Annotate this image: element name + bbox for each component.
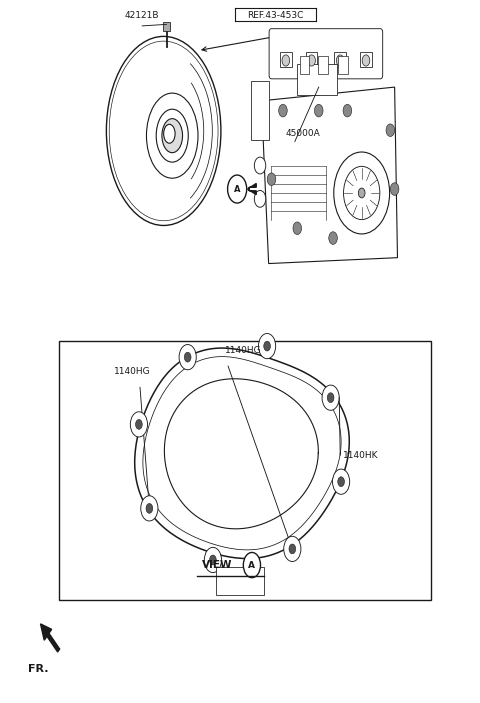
Circle shape: [179, 344, 196, 370]
Circle shape: [289, 544, 296, 554]
Circle shape: [390, 183, 399, 195]
Text: A: A: [234, 185, 240, 193]
Ellipse shape: [162, 119, 182, 153]
Circle shape: [279, 104, 287, 117]
Circle shape: [259, 333, 276, 359]
Bar: [360, 52, 372, 67]
Circle shape: [386, 124, 395, 136]
FancyArrow shape: [248, 183, 256, 195]
Bar: [300, 56, 309, 74]
Text: 1140HK: 1140HK: [343, 451, 378, 460]
Text: FR.: FR.: [28, 664, 48, 673]
Circle shape: [243, 553, 261, 578]
Circle shape: [210, 555, 216, 565]
Circle shape: [327, 393, 334, 403]
Bar: [318, 56, 328, 74]
Ellipse shape: [107, 37, 221, 226]
Circle shape: [329, 232, 337, 245]
Bar: [163, 22, 170, 31]
Ellipse shape: [109, 41, 218, 221]
Bar: [216, 567, 264, 595]
Text: REF.43-453C: REF.43-453C: [248, 11, 304, 20]
FancyArrow shape: [40, 624, 60, 652]
Circle shape: [343, 104, 352, 117]
Circle shape: [135, 420, 142, 430]
Bar: [335, 52, 346, 67]
Circle shape: [254, 191, 266, 207]
Circle shape: [362, 55, 370, 66]
Ellipse shape: [334, 152, 390, 234]
Bar: [338, 56, 348, 74]
Circle shape: [184, 352, 191, 362]
Circle shape: [254, 157, 266, 174]
Text: 1140HG: 1140HG: [114, 367, 150, 376]
Circle shape: [131, 412, 147, 437]
Bar: [297, 63, 337, 95]
Text: A: A: [249, 560, 255, 569]
Circle shape: [338, 477, 345, 486]
Circle shape: [333, 469, 349, 494]
Circle shape: [284, 536, 301, 562]
Circle shape: [308, 55, 315, 66]
FancyBboxPatch shape: [269, 29, 383, 79]
Bar: [306, 52, 317, 67]
Text: VIEW: VIEW: [203, 560, 233, 570]
Circle shape: [282, 55, 289, 66]
Circle shape: [322, 385, 339, 411]
Ellipse shape: [146, 93, 198, 178]
Circle shape: [204, 548, 221, 572]
Circle shape: [293, 222, 301, 235]
Circle shape: [228, 175, 247, 203]
Text: 1140HG: 1140HG: [225, 346, 261, 355]
Circle shape: [146, 503, 153, 513]
Polygon shape: [262, 87, 397, 264]
Ellipse shape: [156, 109, 188, 162]
Ellipse shape: [344, 167, 380, 219]
Circle shape: [336, 55, 344, 66]
Circle shape: [264, 341, 270, 351]
Text: 45000A: 45000A: [285, 129, 320, 138]
Bar: [59, 341, 431, 600]
Circle shape: [141, 496, 158, 521]
Circle shape: [267, 173, 276, 186]
Bar: [252, 82, 269, 140]
Circle shape: [359, 188, 365, 198]
Ellipse shape: [164, 124, 175, 143]
Bar: [280, 52, 291, 67]
Circle shape: [314, 104, 323, 117]
Text: 42121B: 42121B: [125, 11, 159, 20]
